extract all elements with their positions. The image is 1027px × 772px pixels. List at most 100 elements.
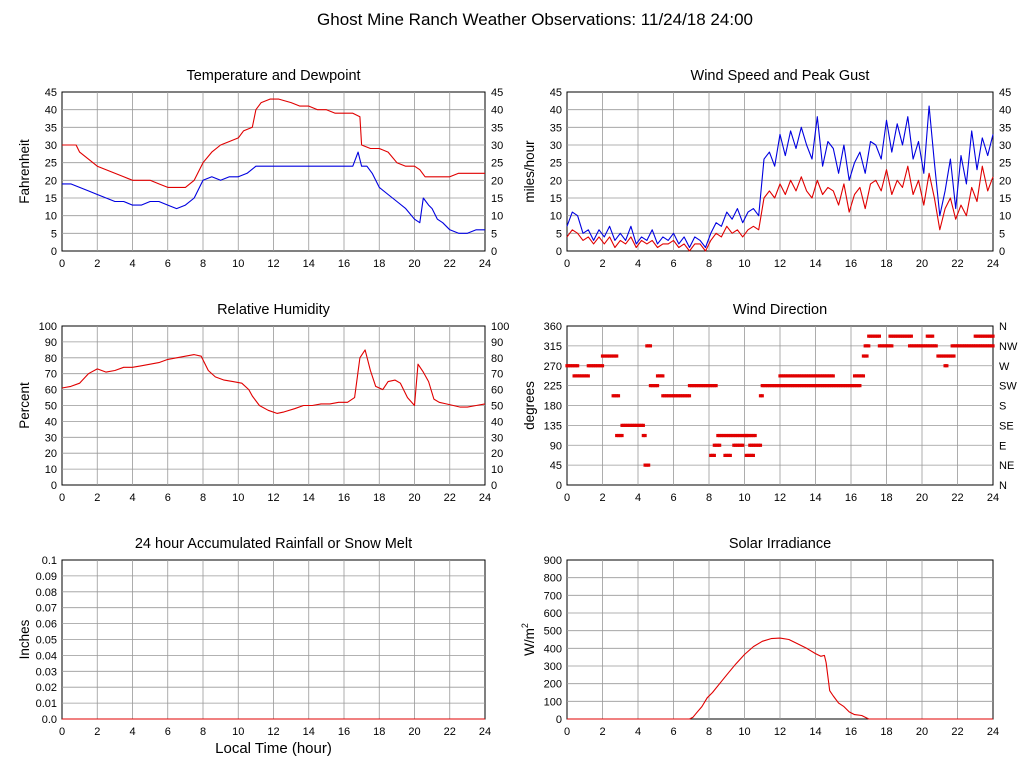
data-point bbox=[829, 374, 834, 378]
data-point bbox=[957, 344, 961, 348]
y-tick-label-right: 80 bbox=[491, 353, 503, 365]
data-point bbox=[753, 443, 757, 447]
y-tick-label: 30 bbox=[45, 432, 57, 444]
data-point bbox=[836, 384, 841, 388]
y-tick-label: 20 bbox=[550, 175, 562, 187]
y-tick-label: 360 bbox=[544, 321, 562, 333]
data-point bbox=[906, 334, 910, 338]
data-point bbox=[968, 344, 972, 348]
data-point bbox=[709, 453, 713, 458]
data-point bbox=[696, 384, 700, 388]
data-point bbox=[929, 344, 933, 348]
y-tick-label-right: N bbox=[999, 321, 1007, 333]
x-tick-label: 10 bbox=[738, 492, 750, 504]
x-tick-label: 6 bbox=[165, 726, 171, 738]
x-tick-label: 14 bbox=[809, 726, 821, 738]
data-point bbox=[730, 433, 734, 438]
data-point bbox=[801, 374, 805, 378]
data-point bbox=[776, 384, 780, 388]
x-tick-label: 2 bbox=[599, 726, 605, 738]
data-point bbox=[840, 384, 844, 388]
data-point bbox=[584, 374, 589, 378]
y-tick-label: 100 bbox=[39, 321, 57, 333]
data-point bbox=[586, 364, 590, 368]
data-point bbox=[780, 374, 784, 378]
data-point bbox=[718, 443, 722, 447]
data-point bbox=[686, 394, 690, 398]
y-tick-label: 40 bbox=[45, 416, 57, 428]
y-tick-label: 30 bbox=[550, 140, 562, 152]
y-tick-label-right: 10 bbox=[491, 211, 503, 223]
chart-title: Wind Direction bbox=[733, 302, 827, 318]
x-tick-label: 22 bbox=[444, 258, 456, 270]
x-tick-label: 6 bbox=[670, 258, 676, 270]
data-point bbox=[679, 394, 683, 398]
series-line-red bbox=[61, 349, 486, 414]
data-point bbox=[872, 334, 876, 338]
data-point bbox=[732, 443, 736, 447]
data-point bbox=[824, 384, 828, 388]
data-point bbox=[615, 354, 619, 358]
data-point bbox=[574, 364, 578, 368]
data-point bbox=[629, 423, 633, 427]
data-point bbox=[925, 344, 929, 348]
data-point bbox=[849, 384, 853, 388]
y-tick-label: 0 bbox=[51, 246, 57, 258]
y-tick-label-right: 70 bbox=[491, 369, 503, 381]
y-tick-label: 300 bbox=[544, 661, 562, 673]
data-point bbox=[867, 334, 871, 338]
data-point bbox=[986, 334, 990, 338]
x-tick-label: 4 bbox=[129, 492, 135, 504]
x-tick-label: 4 bbox=[635, 492, 641, 504]
data-point bbox=[615, 433, 619, 438]
data-point bbox=[664, 394, 668, 398]
data-point bbox=[945, 354, 949, 358]
data-point bbox=[568, 364, 573, 368]
data-point bbox=[829, 384, 834, 388]
data-point bbox=[858, 384, 862, 388]
y-tick-label-right: SW bbox=[999, 381, 1017, 393]
data-point bbox=[620, 423, 624, 427]
data-point bbox=[778, 374, 782, 378]
x-tick-label: 0 bbox=[59, 258, 65, 270]
data-point bbox=[606, 354, 610, 358]
data-point bbox=[971, 344, 976, 348]
y-tick-label: 80 bbox=[45, 353, 57, 365]
data-point bbox=[796, 374, 800, 378]
data-point bbox=[600, 364, 605, 368]
y-tick-label: 135 bbox=[544, 420, 562, 432]
data-point bbox=[687, 394, 692, 398]
x-tick-label: 12 bbox=[774, 726, 786, 738]
data-point bbox=[790, 374, 795, 378]
data-point bbox=[705, 384, 709, 388]
data-point bbox=[870, 334, 874, 338]
x-tick-label: 8 bbox=[706, 492, 712, 504]
y-tick-label: 0.01 bbox=[36, 698, 57, 710]
data-point bbox=[907, 334, 912, 338]
y-tick-label-right: 60 bbox=[491, 385, 503, 397]
data-point bbox=[737, 433, 741, 438]
data-point bbox=[643, 433, 647, 438]
data-point bbox=[904, 334, 908, 338]
data-point bbox=[748, 453, 752, 458]
x-tick-label: 24 bbox=[987, 726, 999, 738]
data-point bbox=[812, 384, 816, 388]
x-tick-label: 12 bbox=[774, 258, 786, 270]
data-point bbox=[661, 374, 665, 378]
data-point bbox=[929, 334, 933, 338]
y-tick-label: 10 bbox=[550, 211, 562, 223]
data-point bbox=[758, 443, 763, 447]
x-tick-label: 18 bbox=[373, 258, 385, 270]
data-point bbox=[801, 384, 805, 388]
y-tick-label: 90 bbox=[550, 440, 562, 452]
data-point bbox=[645, 463, 649, 467]
x-tick-label: 0 bbox=[59, 726, 65, 738]
data-point bbox=[867, 344, 871, 348]
data-point bbox=[728, 453, 732, 458]
data-point bbox=[570, 364, 574, 368]
y-tick-label: 600 bbox=[544, 608, 562, 620]
data-point bbox=[845, 384, 850, 388]
data-point bbox=[982, 334, 986, 338]
data-point bbox=[718, 433, 722, 438]
